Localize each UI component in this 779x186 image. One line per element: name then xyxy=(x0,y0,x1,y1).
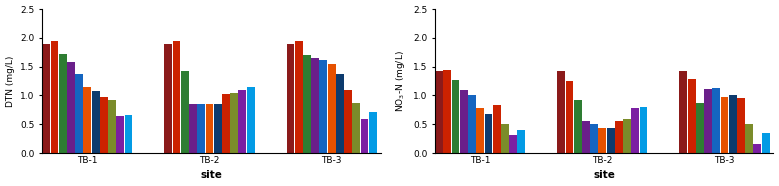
Bar xyxy=(312,58,319,153)
Bar xyxy=(189,104,197,153)
Bar xyxy=(696,103,703,153)
Bar xyxy=(746,124,753,153)
Bar xyxy=(468,95,476,153)
Bar xyxy=(368,112,377,153)
Bar xyxy=(164,44,172,153)
Bar xyxy=(753,145,761,153)
Bar xyxy=(76,74,83,153)
Bar xyxy=(476,108,485,153)
Bar xyxy=(574,100,582,153)
Bar xyxy=(566,81,573,153)
Bar xyxy=(125,115,132,153)
Bar xyxy=(336,74,344,153)
Bar xyxy=(623,119,631,153)
Bar xyxy=(238,90,246,153)
Bar xyxy=(631,108,640,153)
Bar xyxy=(173,41,181,153)
Bar xyxy=(615,121,622,153)
X-axis label: site: site xyxy=(200,170,222,180)
Bar xyxy=(443,70,451,153)
Bar xyxy=(688,79,696,153)
Y-axis label: DTN (mg/L): DTN (mg/L) xyxy=(5,55,15,107)
Bar xyxy=(485,114,492,153)
Bar xyxy=(435,71,443,153)
Bar xyxy=(452,80,460,153)
Bar xyxy=(352,103,360,153)
Bar xyxy=(92,91,100,153)
Bar xyxy=(590,124,598,153)
Bar xyxy=(197,104,205,153)
Bar xyxy=(51,41,58,153)
Bar xyxy=(213,104,221,153)
Bar xyxy=(303,55,311,153)
Bar xyxy=(67,62,75,153)
Bar xyxy=(721,97,728,153)
Bar xyxy=(247,87,255,153)
Y-axis label: NO$_3$-N (mg/L): NO$_3$-N (mg/L) xyxy=(394,50,407,112)
Bar xyxy=(762,133,770,153)
Bar xyxy=(231,93,238,153)
Bar xyxy=(222,94,230,153)
Bar xyxy=(712,88,720,153)
Bar xyxy=(116,116,124,153)
Bar xyxy=(58,54,66,153)
Bar xyxy=(509,135,517,153)
Bar xyxy=(328,64,336,153)
Bar xyxy=(181,71,189,153)
Bar xyxy=(679,71,687,153)
Bar xyxy=(704,89,712,153)
Bar xyxy=(598,128,606,153)
Bar xyxy=(42,44,50,153)
Bar xyxy=(582,121,590,153)
Bar xyxy=(319,60,327,153)
Bar xyxy=(607,128,615,153)
Bar xyxy=(501,124,509,153)
Bar xyxy=(344,90,352,153)
Bar xyxy=(729,95,737,153)
Bar xyxy=(361,118,368,153)
Bar xyxy=(206,104,213,153)
Bar xyxy=(460,90,467,153)
Bar xyxy=(83,87,91,153)
Bar xyxy=(493,105,501,153)
Bar xyxy=(557,71,565,153)
Bar xyxy=(287,44,294,153)
Bar xyxy=(640,107,647,153)
X-axis label: site: site xyxy=(594,170,615,180)
Bar xyxy=(108,100,116,153)
Bar xyxy=(517,130,525,153)
Bar xyxy=(294,41,302,153)
Bar xyxy=(737,98,745,153)
Bar xyxy=(100,97,108,153)
